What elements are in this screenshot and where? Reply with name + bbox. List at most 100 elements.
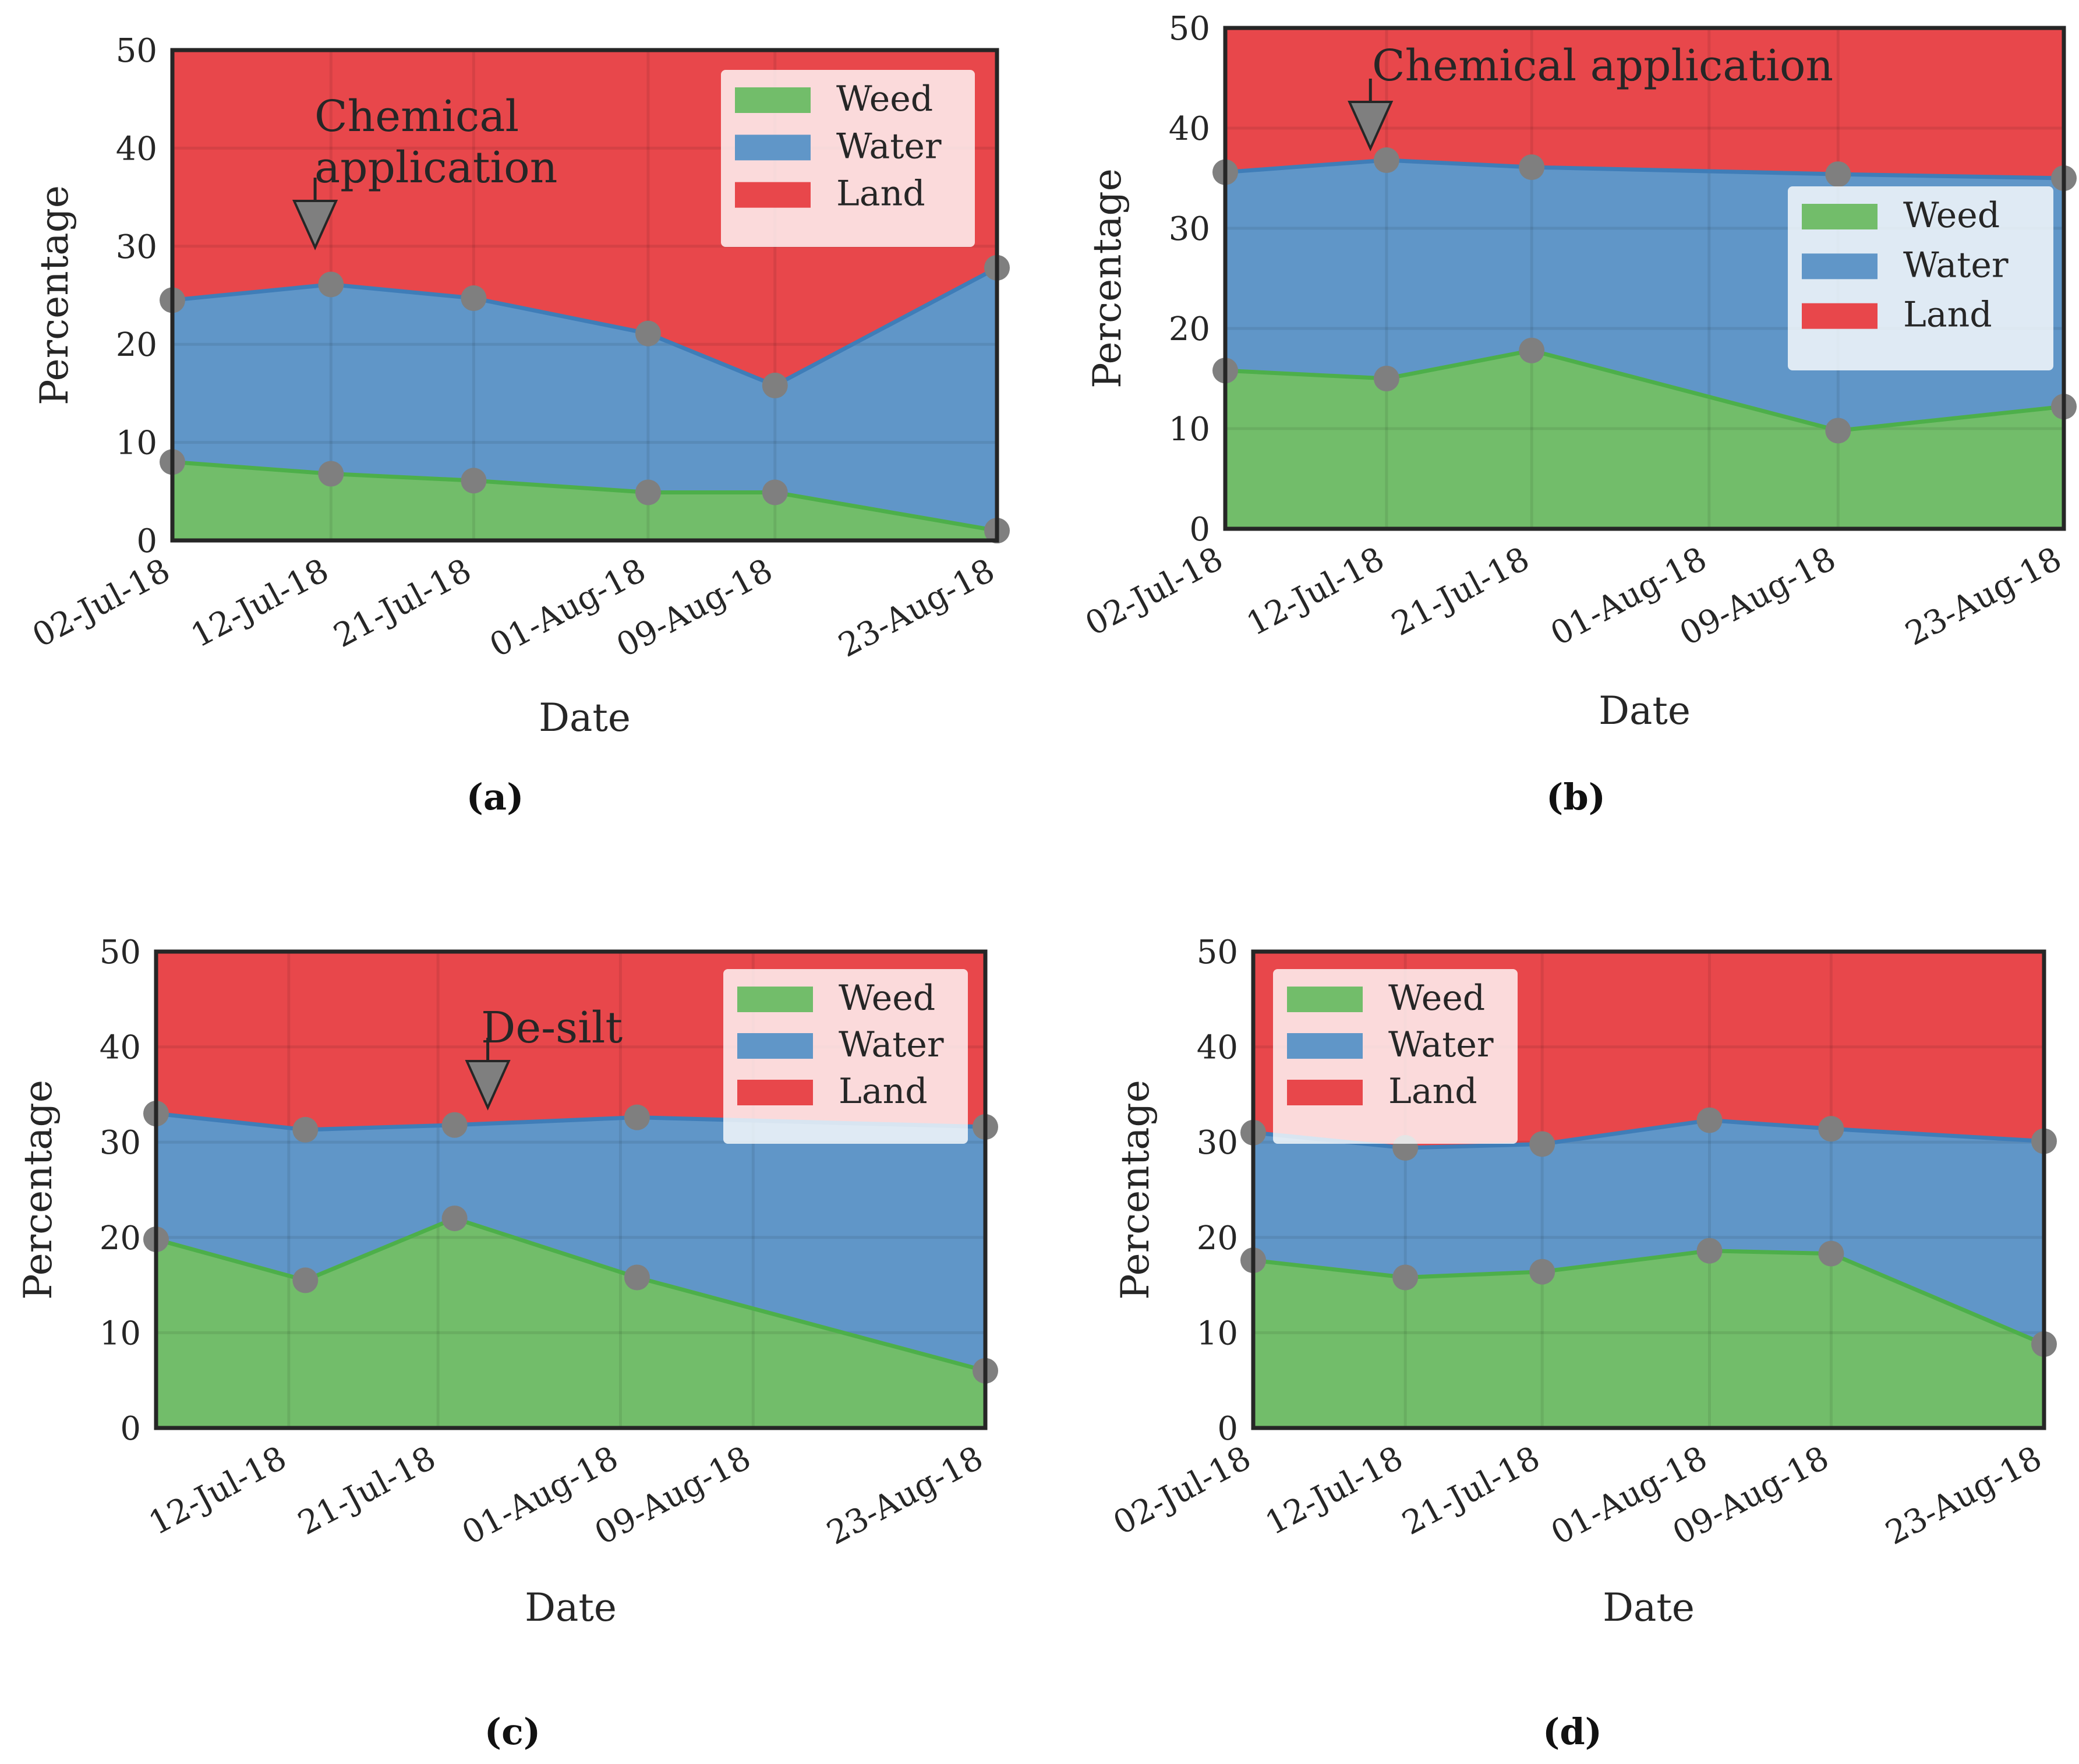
legend-label-water: Water xyxy=(1903,245,2009,285)
point-water xyxy=(318,271,344,298)
y-tick-label: 20 xyxy=(116,326,157,364)
legend-swatch-weed xyxy=(735,87,811,113)
legend: Weed Water Land xyxy=(1273,969,1518,1144)
point-water xyxy=(1696,1107,1723,1133)
y-tick-label: 10 xyxy=(1169,411,1210,448)
y-tick-label: 20 xyxy=(100,1219,141,1257)
series-line-weed xyxy=(1253,1249,2045,1346)
point-weed xyxy=(1373,366,1399,391)
legend-label-weed: Weed xyxy=(1388,978,1485,1019)
y-axis-title: Percentage xyxy=(1085,168,1130,388)
y-tick-label: 40 xyxy=(1197,1029,1238,1067)
point-weed xyxy=(318,461,344,487)
y-tick-label: 40 xyxy=(116,130,157,168)
legend-label-land: Land xyxy=(836,174,925,214)
point-weed xyxy=(1529,1259,1555,1285)
y-tick-label: 30 xyxy=(1169,210,1210,248)
legend-swatch-water xyxy=(1287,1033,1363,1059)
point-water xyxy=(1519,154,1545,181)
legend-swatch-water xyxy=(735,135,811,161)
legend-swatch-water xyxy=(737,1033,813,1059)
area-weed xyxy=(1225,350,2064,529)
y-axis-title: Percentage xyxy=(1113,1080,1158,1300)
legend-label-water: Water xyxy=(1388,1024,1494,1065)
plot-frame xyxy=(1223,26,2066,531)
y-tick-label: 10 xyxy=(116,425,157,462)
point-water xyxy=(1825,161,1851,188)
annotation-arrow-head xyxy=(1348,101,1394,151)
point-water xyxy=(1529,1131,1555,1157)
x-axis-title: Date xyxy=(1599,688,1691,733)
y-tick-label: 30 xyxy=(116,228,157,266)
legend-label-weed: Weed xyxy=(839,978,935,1019)
area-weed xyxy=(1253,1250,2044,1428)
annotation-text: application xyxy=(314,143,557,193)
legend: Weed Water Land xyxy=(1788,186,2053,370)
y-tick-label: 10 xyxy=(100,1314,141,1352)
x-tick-label: 23-Aug-18 xyxy=(1880,1439,2048,1553)
plot-frame xyxy=(170,48,999,543)
x-tick-label: 12-Jul-18 xyxy=(143,1439,292,1543)
y-tick-label: 50 xyxy=(1197,934,1238,971)
legend-label-weed: Weed xyxy=(836,79,933,119)
panel-caption: (c) xyxy=(485,1710,540,1753)
series-line-water xyxy=(1253,1118,2045,1150)
annotation-arrow-head xyxy=(465,1060,511,1111)
legend-swatch-land xyxy=(1287,1080,1363,1105)
plot-frame xyxy=(154,949,988,1430)
legend-swatch-land xyxy=(1802,303,1878,329)
annotation-text: De-silt xyxy=(481,1003,623,1053)
x-tick-label: 21-Jul-18 xyxy=(1396,1439,1546,1543)
legend-label-land: Land xyxy=(1388,1071,1477,1112)
y-tick-label: 20 xyxy=(1169,310,1210,348)
legend-swatch-weed xyxy=(1287,987,1363,1012)
point-weed xyxy=(1392,1264,1419,1291)
x-tick-label: 12-Jul-18 xyxy=(185,552,335,655)
legend-label-water: Water xyxy=(836,126,942,167)
area-weed xyxy=(156,1218,985,1428)
y-tick-label: 0 xyxy=(1189,511,1210,549)
point-weed xyxy=(292,1267,319,1293)
point-water xyxy=(441,1112,468,1138)
legend-swatch-land xyxy=(737,1080,813,1105)
x-tick-label: 21-Jul-18 xyxy=(1385,540,1535,644)
x-tick-label: 02-Jul-18 xyxy=(26,552,176,655)
x-tick-label: 23-Aug-18 xyxy=(1900,540,2068,653)
x-tick-label: 21-Jul-18 xyxy=(328,552,478,655)
legend-swatch-weed xyxy=(737,987,813,1012)
legend-swatch-water xyxy=(1802,253,1878,280)
y-tick-label: 30 xyxy=(1197,1124,1238,1162)
series-line-weed xyxy=(172,459,998,533)
x-tick-label: 02-Jul-18 xyxy=(1079,540,1229,644)
y-tick-label: 50 xyxy=(100,934,141,971)
y-tick-label: 40 xyxy=(100,1029,141,1067)
legend: Weed Water Land xyxy=(721,70,975,247)
y-tick-label: 0 xyxy=(1217,1410,1238,1448)
annotation-arrow-head xyxy=(292,200,338,250)
point-water xyxy=(635,320,661,347)
legend-label-weed: Weed xyxy=(1903,195,2000,236)
x-axis-title: Date xyxy=(525,1585,617,1630)
panel-caption: (a) xyxy=(466,776,524,818)
point-water xyxy=(1373,147,1399,174)
y-tick-label: 50 xyxy=(116,32,157,70)
panel-caption: (d) xyxy=(1543,1710,1602,1753)
plot-frame xyxy=(1251,949,2046,1430)
y-tick-label: 0 xyxy=(120,1410,141,1448)
y-axis-title: Percentage xyxy=(16,1080,61,1300)
y-tick-label: 10 xyxy=(1197,1314,1238,1352)
point-water xyxy=(1818,1116,1844,1142)
legend-label-land: Land xyxy=(1903,295,1992,335)
x-tick-label: 21-Jul-18 xyxy=(292,1439,441,1543)
x-tick-label: 02-Jul-18 xyxy=(1107,1439,1257,1543)
point-weed xyxy=(762,479,788,505)
legend: Weed Water Land xyxy=(723,969,968,1144)
x-tick-label: 12-Jul-18 xyxy=(1240,540,1390,644)
y-tick-label: 50 xyxy=(1169,10,1210,48)
y-tick-label: 40 xyxy=(1169,110,1210,148)
